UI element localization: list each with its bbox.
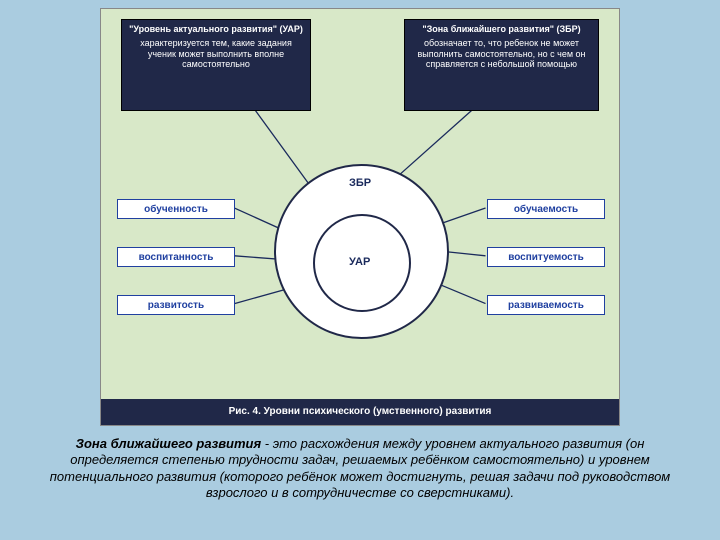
diagram-panel: "Уровень актуального развития" (УАР) хар… bbox=[100, 8, 620, 426]
zbr-definition-box: "Зона ближайшего развития" (ЗБР) обознач… bbox=[404, 19, 599, 111]
left-box-1: обученность bbox=[117, 199, 235, 219]
left-box-3: развитость bbox=[117, 295, 235, 315]
definition-term: Зона ближайшего развития bbox=[76, 436, 262, 451]
inner-circle-label: УАР bbox=[349, 256, 370, 268]
right-box-1: обучаемость bbox=[487, 199, 605, 219]
left-box-2: воспитанность bbox=[117, 247, 235, 267]
uar-body: характеризуется тем, какие задания учени… bbox=[128, 38, 304, 70]
right-box-3: развиваемость bbox=[487, 295, 605, 315]
right-box-2: воспитуемость bbox=[487, 247, 605, 267]
outer-circle-label: ЗБР bbox=[349, 177, 371, 189]
uar-definition-box: "Уровень актуального развития" (УАР) хар… bbox=[121, 19, 311, 111]
zbr-body: обозначает то, что ребенок не может выпо… bbox=[411, 38, 592, 70]
definition-text: Зона ближайшего развития - это расхожден… bbox=[30, 436, 690, 501]
uar-title: "Уровень актуального развития" (УАР) bbox=[128, 24, 304, 35]
figure-caption: Рис. 4. Уровни психического (умственного… bbox=[101, 399, 619, 425]
zbr-title: "Зона ближайшего развития" (ЗБР) bbox=[411, 24, 592, 35]
